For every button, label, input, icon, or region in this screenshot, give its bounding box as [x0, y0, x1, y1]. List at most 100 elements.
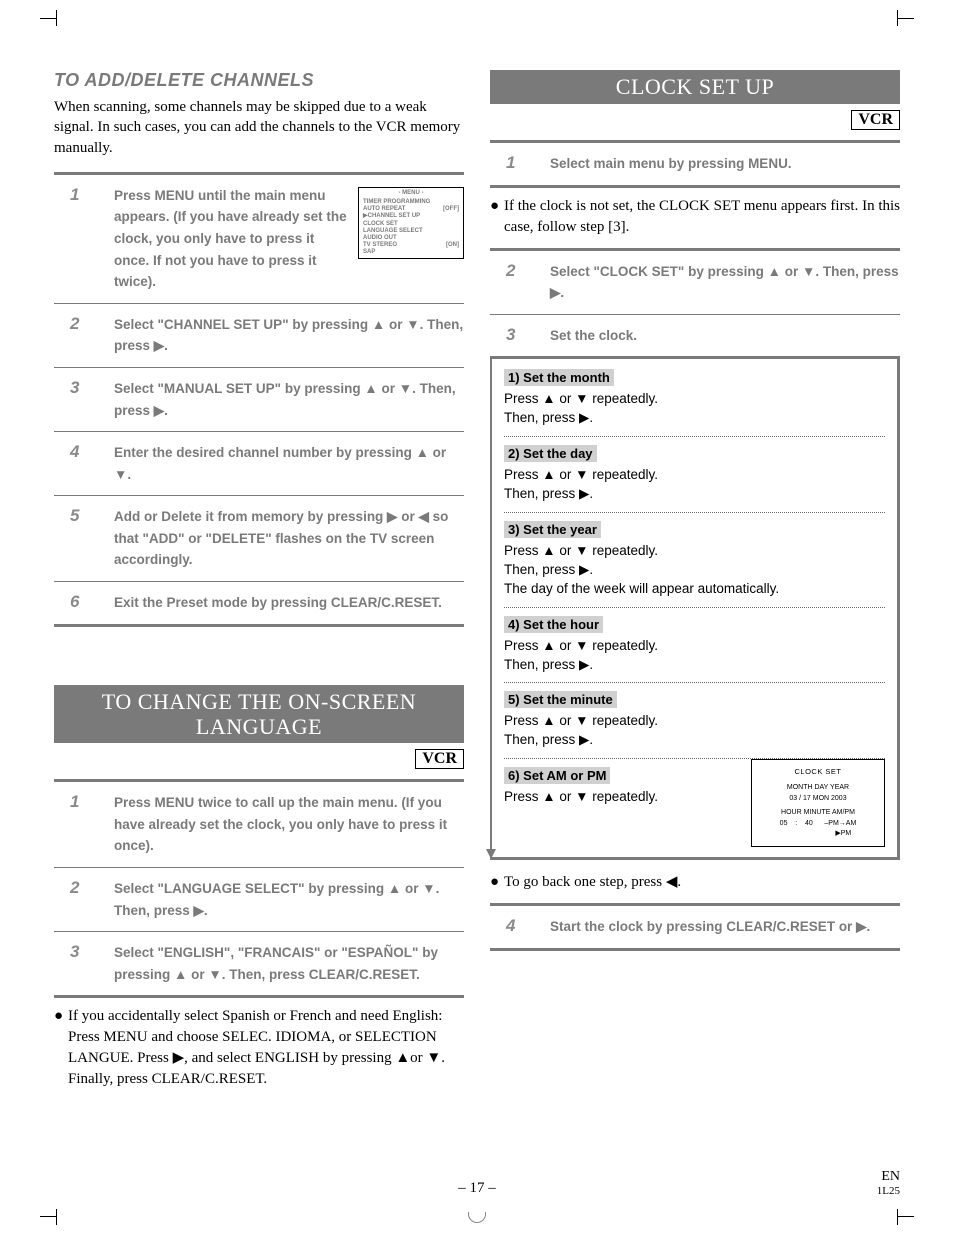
step-text: Select "CLOCK SET" by pressing ▲ or ▼. T… [550, 261, 900, 304]
rule [490, 903, 900, 906]
step-number: 3 [490, 325, 550, 347]
clock-step-4: 4 Start the clock by pressing CLEAR/C.RE… [490, 916, 900, 938]
substep-line: Press ▲ or ▼ repeatedly. [504, 712, 885, 731]
note-text: If you accidentally select Spanish or Fr… [68, 1006, 464, 1090]
step-text: Start the clock by pressing CLEAR/C.RESE… [550, 916, 900, 938]
substep-line: The day of the week will appear automati… [504, 580, 885, 599]
substep-line: Then, press ▶. [504, 656, 885, 675]
step-number: 2 [490, 261, 550, 304]
clock-step-3: 3 Set the clock. [490, 325, 900, 347]
clockset-row: MONTH DAY YEAR [758, 783, 878, 794]
step-text-content: Press MENU until the main menu appears. … [114, 188, 347, 289]
cropmark [897, 1209, 898, 1225]
lang-step-3: 3 Select "ENGLISH", "FRANCAIS" or "ESPAÑ… [54, 942, 464, 985]
menu-row: LANGUAGE SELECT [363, 228, 459, 235]
rule [54, 779, 464, 782]
cropmark [56, 10, 57, 26]
substep-line: Press ▲ or ▼ repeatedly. [504, 390, 885, 409]
menu-row: SAP [363, 249, 459, 256]
step-number: 4 [490, 916, 550, 938]
dotted-rule [504, 512, 885, 513]
lang-step-1: 1 Press MENU twice to call up the main m… [54, 792, 464, 857]
substep-title: 2) Set the day [504, 445, 597, 462]
step-number: 3 [54, 378, 114, 421]
vcr-tag: VCR [851, 110, 900, 130]
rule [54, 172, 464, 175]
clock-substeps-box: 1) Set the month Press ▲ or ▼ repeatedly… [490, 356, 900, 860]
rule [54, 995, 464, 998]
step-2: 2 Select "CHANNEL SET UP" by pressing ▲ … [54, 314, 464, 357]
step-number: 2 [54, 878, 114, 921]
clockset-row: 05 : 40 –PM→AM ▶PM [758, 819, 878, 840]
menu-row: TV STEREO[ON] [363, 242, 459, 249]
vcr-row: VCR [54, 743, 464, 769]
clock-note-1: ● If the clock is not set, the CLOCK SET… [490, 196, 900, 238]
step-number: 1 [54, 792, 114, 857]
intro-text: When scanning, some channels may be skip… [54, 97, 464, 158]
step-number: 2 [54, 314, 114, 357]
substep-title: 4) Set the hour [504, 616, 603, 633]
vcr-tag: VCR [415, 749, 464, 769]
footer-code: EN 1L25 [877, 1169, 900, 1197]
rule [54, 931, 464, 932]
step-text: Select "LANGUAGE SELECT" by pressing ▲ o… [114, 878, 464, 921]
step-text: - MENU - TIMER PROGRAMMING AUTO REPEAT[O… [114, 185, 464, 293]
page-number: – 17 – [54, 1180, 900, 1197]
language-note: ● If you accidentally select Spanish or … [54, 1006, 464, 1090]
bullet-icon: ● [490, 196, 504, 238]
menu-osd-box: - MENU - TIMER PROGRAMMING AUTO REPEAT[O… [358, 187, 464, 260]
step-number: 5 [54, 506, 114, 571]
step-text: Set the clock. [550, 325, 900, 347]
vcr-row: VCR [490, 104, 900, 130]
rule [490, 140, 900, 143]
substep-line: Then, press ▶. [504, 561, 885, 580]
step-text: Select main menu by pressing MENU. [550, 153, 900, 175]
step-text: Select "MANUAL SET UP" by pressing ▲ or … [114, 378, 464, 421]
cropmark [40, 18, 56, 19]
clockset-osd-box: CLOCK SET MONTH DAY YEAR 03 / 17 MON 200… [751, 759, 885, 847]
substep-line: Press ▲ or ▼ repeatedly. [504, 637, 885, 656]
substep-title: 6) Set AM or PM [504, 767, 610, 784]
step-5: 5 Add or Delete it from memory by pressi… [54, 506, 464, 571]
substep-title: 5) Set the minute [504, 691, 617, 708]
page-footer: – 17 – EN 1L25 [54, 1180, 900, 1197]
cropmark [40, 1216, 56, 1217]
substep-line: Press ▲ or ▼ repeatedly. [504, 542, 885, 561]
step-number: 3 [54, 942, 114, 985]
step-number: 6 [54, 592, 114, 614]
menu-osd-title: - MENU - [363, 190, 459, 197]
cropmark [56, 1209, 57, 1225]
step-text: Select "CHANNEL SET UP" by pressing ▲ or… [114, 314, 464, 357]
clock-step-2: 2 Select "CLOCK SET" by pressing ▲ or ▼.… [490, 261, 900, 304]
rule [54, 303, 464, 304]
step-text: Select "ENGLISH", "FRANCAIS" or "ESPAÑOL… [114, 942, 464, 985]
content-columns: TO ADD/DELETE CHANNELS When scanning, so… [54, 70, 900, 1096]
substep-title: 1) Set the month [504, 369, 614, 386]
rule [490, 248, 900, 251]
rule [54, 367, 464, 368]
left-column: TO ADD/DELETE CHANNELS When scanning, so… [54, 70, 464, 1096]
clockset-row: 03 / 17 MON 2003 [758, 794, 878, 805]
step-3: 3 Select "MANUAL SET UP" by pressing ▲ o… [54, 378, 464, 421]
menu-row: ▶CHANNEL SET UP [363, 213, 459, 220]
note-text: If the clock is not set, the CLOCK SET m… [504, 196, 900, 238]
step-1: 1 - MENU - TIMER PROGRAMMING AUTO REPEAT… [54, 185, 464, 293]
step-number: 1 [490, 153, 550, 175]
step-number: 4 [54, 442, 114, 485]
cropmark [898, 1216, 914, 1217]
section-title-add-delete: TO ADD/DELETE CHANNELS [54, 70, 464, 91]
step-number: 1 [54, 185, 114, 293]
substep-line: Then, press ▶. [504, 409, 885, 428]
rule [490, 948, 900, 951]
lang-step-2: 2 Select "LANGUAGE SELECT" by pressing ▲… [54, 878, 464, 921]
footer-lang: EN [881, 1169, 900, 1184]
rule [54, 867, 464, 868]
footer-doc-code: 1L25 [877, 1185, 900, 1197]
step-6: 6 Exit the Preset mode by pressing CLEAR… [54, 592, 464, 614]
rule [54, 624, 464, 627]
clockset-title: CLOCK SET [758, 766, 878, 777]
clock-step-1: 1 Select main menu by pressing MENU. [490, 153, 900, 175]
menu-row: TIMER PROGRAMMING [363, 199, 459, 206]
spine-mark [468, 1212, 486, 1223]
banner-language: TO CHANGE THE ON-SCREEN LANGUAGE [54, 685, 464, 744]
